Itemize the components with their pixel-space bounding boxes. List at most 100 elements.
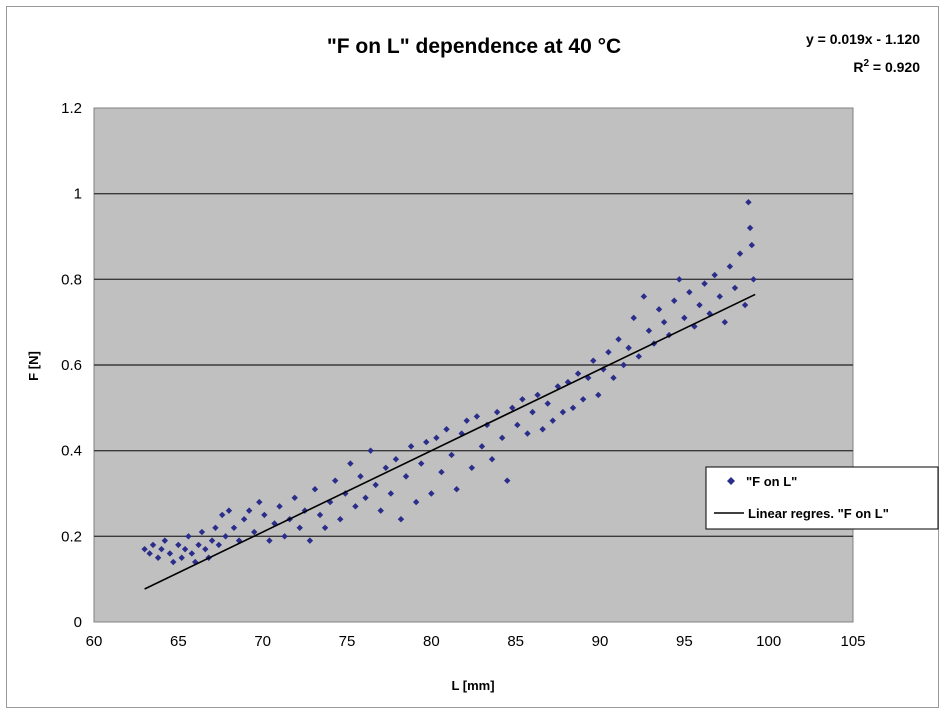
data-point bbox=[146, 550, 153, 557]
data-point bbox=[645, 327, 653, 334]
data-point bbox=[357, 473, 364, 480]
data-point bbox=[402, 473, 410, 480]
data-point bbox=[711, 271, 718, 279]
chart-title: "F on L" dependence at 40 °C bbox=[327, 35, 621, 58]
x-tick-label: 90 bbox=[592, 633, 609, 650]
legend-label-points: "F on L" bbox=[746, 474, 797, 489]
data-point bbox=[301, 507, 309, 514]
legend-marker-icon bbox=[727, 477, 735, 485]
data-point bbox=[337, 516, 344, 523]
data-point bbox=[251, 528, 258, 536]
data-point bbox=[509, 404, 516, 412]
y-tick-label: 1.2 bbox=[61, 100, 82, 117]
r-squared-value: = 0.920 bbox=[869, 59, 920, 75]
data-point bbox=[498, 434, 506, 442]
data-point bbox=[266, 537, 273, 544]
x-tick-label: 100 bbox=[756, 633, 781, 650]
data-point bbox=[716, 293, 723, 300]
data-point bbox=[175, 541, 182, 549]
x-tick-label: 75 bbox=[339, 633, 356, 650]
data-point bbox=[154, 554, 162, 561]
data-point bbox=[382, 464, 389, 472]
data-point bbox=[271, 520, 278, 527]
data-point bbox=[504, 477, 511, 484]
data-point bbox=[750, 276, 757, 283]
data-point bbox=[331, 477, 339, 484]
data-point bbox=[671, 297, 678, 304]
data-point bbox=[655, 306, 663, 313]
data-point bbox=[230, 524, 238, 531]
data-point bbox=[261, 511, 268, 519]
legend-label-regression: Linear regres. "F on L" bbox=[748, 506, 889, 521]
y-tick-labels: 0 0.2 0.4 0.6 0.8 1 1.2 bbox=[61, 100, 82, 631]
data-point bbox=[514, 421, 521, 429]
data-point bbox=[519, 396, 526, 403]
data-point bbox=[493, 408, 501, 416]
data-point bbox=[731, 284, 739, 292]
data-point bbox=[564, 378, 572, 386]
data-point bbox=[741, 301, 749, 309]
data-point bbox=[726, 263, 734, 270]
data-point bbox=[706, 310, 713, 317]
regression-line bbox=[144, 293, 756, 590]
x-tick-label: 85 bbox=[507, 633, 524, 650]
data-point bbox=[407, 443, 415, 450]
data-point bbox=[212, 524, 219, 531]
data-point bbox=[625, 344, 632, 352]
x-axis-label: L [mm] bbox=[451, 678, 494, 693]
data-point bbox=[195, 541, 202, 549]
y-tick-label: 0.4 bbox=[61, 443, 82, 460]
data-point bbox=[392, 456, 400, 463]
data-point bbox=[615, 336, 622, 343]
data-point bbox=[463, 417, 470, 424]
data-point bbox=[438, 468, 445, 476]
data-point bbox=[372, 481, 379, 489]
y-tick-label: 0.2 bbox=[61, 528, 82, 545]
x-tick-label: 105 bbox=[840, 633, 865, 650]
grid-lines bbox=[94, 192, 853, 538]
y-tick-label: 0 bbox=[74, 614, 82, 631]
y-tick-label: 0.6 bbox=[61, 357, 82, 374]
data-point bbox=[347, 460, 354, 467]
data-point bbox=[736, 250, 744, 257]
data-point bbox=[468, 464, 476, 472]
y-tick-label: 0.8 bbox=[61, 271, 82, 288]
legend-box bbox=[705, 466, 939, 530]
data-point bbox=[185, 533, 192, 540]
data-point bbox=[245, 507, 253, 514]
data-point bbox=[306, 537, 314, 544]
x-tick-label: 80 bbox=[423, 633, 440, 650]
data-point bbox=[539, 426, 546, 433]
data-point bbox=[635, 353, 642, 360]
data-point bbox=[377, 507, 384, 514]
data-point bbox=[291, 494, 298, 501]
data-point bbox=[478, 443, 486, 450]
data-point bbox=[696, 301, 703, 309]
x-tick-labels: 60 65 70 75 80 85 90 95 100 105 bbox=[86, 633, 866, 650]
data-point bbox=[352, 503, 359, 510]
data-point bbox=[222, 533, 229, 540]
data-point bbox=[620, 361, 627, 369]
data-point bbox=[218, 511, 226, 519]
data-point bbox=[178, 554, 185, 561]
data-point bbox=[215, 541, 223, 549]
x-tick-label: 70 bbox=[254, 633, 271, 650]
legend: "F on L" Linear regres. "F on L" bbox=[705, 466, 939, 530]
data-point bbox=[149, 541, 157, 549]
data-point bbox=[225, 507, 233, 514]
data-point bbox=[529, 408, 536, 416]
data-point bbox=[579, 396, 587, 403]
data-point bbox=[453, 486, 460, 493]
data-point bbox=[423, 438, 430, 446]
data-point bbox=[387, 490, 395, 497]
data-point bbox=[311, 486, 319, 493]
data-point bbox=[549, 417, 556, 424]
data-point bbox=[367, 447, 374, 454]
data-point bbox=[418, 460, 425, 467]
data-point bbox=[569, 404, 577, 412]
data-point bbox=[748, 241, 755, 249]
data-point bbox=[721, 318, 729, 326]
data-point bbox=[534, 391, 541, 399]
data-point bbox=[141, 545, 148, 553]
x-tick-label: 65 bbox=[170, 633, 187, 650]
